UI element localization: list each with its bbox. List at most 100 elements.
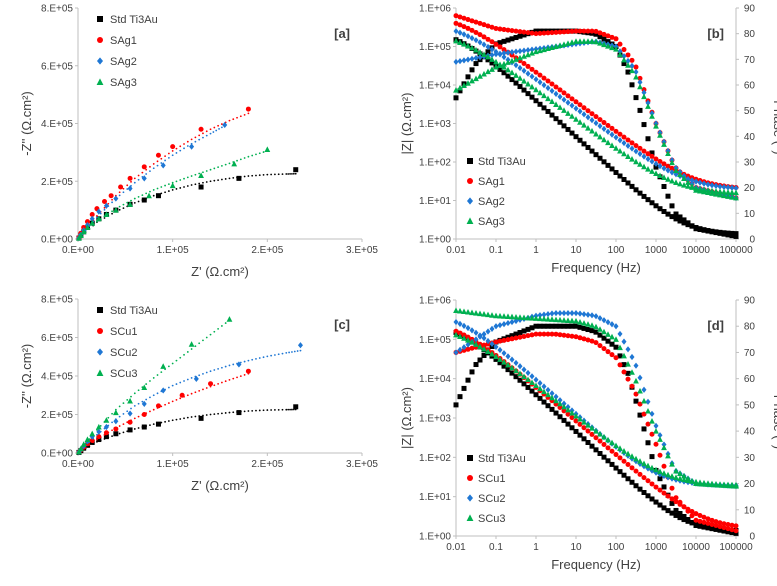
phase-point bbox=[521, 333, 527, 339]
fit-dot bbox=[289, 173, 291, 175]
magnitude-point bbox=[541, 399, 547, 405]
phase-point bbox=[685, 179, 691, 185]
phase-point bbox=[521, 32, 527, 38]
fit-dot bbox=[183, 177, 185, 180]
phase-point bbox=[521, 29, 527, 35]
phase-point bbox=[713, 481, 719, 488]
x-tick-label: 0.1 bbox=[489, 542, 503, 553]
phase-point bbox=[685, 508, 691, 514]
phase-point bbox=[489, 325, 495, 332]
legend-label: SAg2 bbox=[110, 56, 137, 68]
fit-dot bbox=[186, 351, 189, 353]
magnitude-point bbox=[601, 442, 607, 448]
magnitude-point bbox=[493, 41, 499, 47]
magnitude-point bbox=[669, 165, 675, 171]
phase-point bbox=[661, 141, 667, 147]
data-point bbox=[103, 434, 109, 440]
magnitude-point bbox=[485, 337, 491, 345]
phase-point bbox=[709, 521, 715, 527]
phase-point bbox=[625, 52, 631, 58]
magnitude-point bbox=[521, 87, 527, 93]
legend-label: SAg1 bbox=[110, 35, 137, 47]
phase-point bbox=[461, 57, 467, 64]
fit-dot bbox=[258, 409, 261, 412]
magnitude-point bbox=[609, 448, 615, 454]
phase-point bbox=[521, 53, 527, 59]
magnitude-point bbox=[513, 359, 519, 367]
magnitude-point bbox=[709, 182, 715, 189]
fit-dot bbox=[209, 180, 212, 183]
phase-point bbox=[717, 191, 723, 198]
phase-point bbox=[601, 317, 607, 324]
phase-point bbox=[517, 314, 523, 320]
magnitude-point bbox=[513, 72, 519, 78]
phase-point bbox=[493, 51, 499, 58]
phase-point bbox=[533, 31, 539, 37]
y-tick-label: 0.E+00 bbox=[41, 449, 73, 460]
data-point bbox=[84, 224, 91, 230]
magnitude-point bbox=[601, 159, 607, 165]
phase-point bbox=[689, 183, 695, 189]
series-1-points bbox=[76, 368, 251, 455]
fit-dot bbox=[224, 322, 227, 324]
fit-dot bbox=[183, 380, 185, 382]
magnitude-point bbox=[665, 493, 671, 499]
fit-dot bbox=[141, 194, 144, 197]
magnitude-point bbox=[653, 203, 659, 209]
phase-point bbox=[669, 485, 675, 491]
phase-point bbox=[505, 59, 511, 65]
phase-point bbox=[517, 54, 523, 61]
magnitude-point bbox=[597, 133, 603, 140]
phase-point bbox=[513, 35, 519, 41]
phase-point bbox=[473, 19, 479, 25]
y-tick-label: 4.E+05 bbox=[41, 372, 73, 383]
fit-dot bbox=[281, 173, 284, 176]
x-tick-label: 0.01 bbox=[446, 542, 466, 553]
magnitude-point bbox=[601, 454, 607, 460]
legend-marker bbox=[96, 369, 104, 376]
magnitude-point bbox=[617, 469, 623, 475]
fit-dot bbox=[183, 186, 185, 188]
phase-point bbox=[733, 483, 739, 489]
phase-point bbox=[557, 29, 563, 35]
fit-dot bbox=[228, 177, 231, 180]
magnitude-point bbox=[469, 27, 475, 33]
data-point bbox=[245, 368, 251, 374]
y2-tick-label: 80 bbox=[744, 29, 756, 40]
magnitude-point bbox=[553, 116, 559, 122]
magnitude-point bbox=[489, 56, 495, 62]
magnitude-point bbox=[581, 122, 587, 128]
data-point bbox=[236, 410, 242, 416]
phase-point bbox=[461, 385, 467, 391]
magnitude-point bbox=[585, 439, 591, 445]
fit-dot bbox=[232, 377, 235, 380]
phase-point bbox=[681, 513, 687, 519]
y2-tick-label: 10 bbox=[744, 505, 756, 516]
magnitude-point bbox=[633, 187, 639, 193]
fit-dot bbox=[232, 363, 235, 366]
phase-point bbox=[521, 47, 527, 54]
phase-point bbox=[597, 343, 603, 349]
data-point bbox=[264, 146, 271, 152]
phase-point bbox=[581, 325, 587, 331]
fit-dot bbox=[228, 119, 231, 122]
magnitude-point bbox=[457, 320, 463, 327]
phase-point bbox=[553, 310, 559, 317]
data-point bbox=[141, 424, 147, 430]
phase-point bbox=[653, 441, 659, 447]
phase-point bbox=[573, 310, 579, 317]
magnitude-point bbox=[665, 167, 671, 174]
magnitude-point bbox=[617, 137, 623, 144]
phase-point bbox=[505, 37, 511, 43]
phase-point bbox=[473, 61, 479, 67]
magnitude-point bbox=[645, 155, 651, 163]
fit-dot bbox=[118, 405, 121, 408]
phase-point bbox=[721, 231, 727, 237]
phase-point bbox=[665, 193, 671, 199]
phase-point bbox=[457, 88, 463, 94]
fit-dot bbox=[171, 150, 174, 152]
fit-dot bbox=[149, 170, 151, 173]
y-tick-label: 4.E+05 bbox=[41, 119, 73, 130]
legend-marker bbox=[467, 158, 473, 164]
fit-dot bbox=[145, 173, 148, 175]
